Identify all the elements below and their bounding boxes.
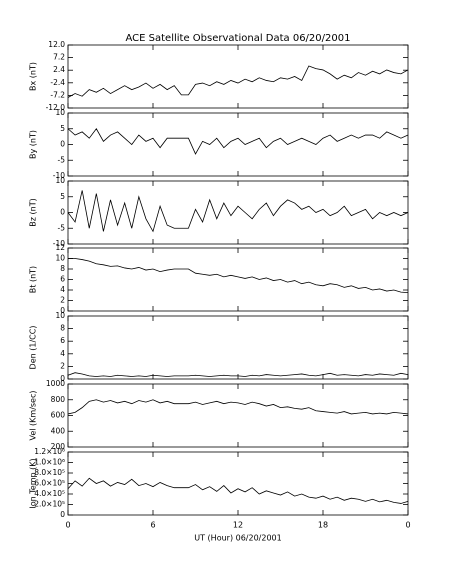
y-tick-label: 6.0×10⁵ — [34, 479, 65, 488]
y-tick-label: 10 — [55, 108, 65, 117]
x-axis-label: UT (Hour) 06/20/2001 — [194, 534, 281, 543]
y-axis-label: Vel (Km/sec) — [29, 390, 38, 440]
y-tick-label: 10 — [55, 254, 65, 263]
panel-frame — [67, 247, 409, 312]
x-tick-label: 0 — [65, 521, 70, 530]
y-tick-label: 8 — [60, 264, 65, 273]
y-tick-label: 0 — [60, 208, 65, 217]
y-tick-label: 2 — [60, 361, 65, 370]
y-tick-label: 2 — [60, 296, 65, 305]
y-tick-label: 0 — [60, 140, 65, 149]
y-axis-label: Bz (nT) — [29, 198, 38, 226]
y-tick-label: -10 — [53, 239, 65, 248]
y-tick-label: 0 — [60, 510, 65, 519]
y-tick-label: 12 — [55, 243, 65, 252]
panel-frame — [67, 112, 409, 177]
y-tick-label: 6 — [60, 336, 65, 345]
y-tick-label: -5 — [58, 223, 66, 232]
y-tick-label: -10 — [53, 171, 65, 180]
y-tick-label: 12.0 — [48, 40, 65, 49]
data-line — [67, 372, 409, 377]
y-tick-label: 5 — [60, 192, 65, 201]
y-axis-label: Den (1/CC) — [29, 326, 38, 370]
y-tick-label: 0 — [60, 374, 65, 383]
y-tick-label: 2.0×10⁵ — [34, 500, 65, 509]
y-tick-label: -12.0 — [46, 103, 66, 112]
panel-frame — [67, 315, 409, 380]
x-tick-label: 18 — [318, 521, 328, 530]
y-tick-label: 6 — [60, 275, 65, 284]
data-line — [68, 258, 409, 294]
y-tick-label: 4 — [60, 349, 65, 358]
y-tick-label: 8.0×10⁵ — [34, 468, 65, 477]
x-tick-label: 0 — [405, 521, 410, 530]
panel-frame — [67, 383, 409, 448]
y-tick-label: 1.0×10⁶ — [34, 458, 65, 467]
y-tick-label: 10 — [55, 311, 65, 320]
y-tick-label: 1.2×10⁶ — [34, 447, 65, 456]
y-tick-label: -5 — [58, 155, 66, 164]
y-axis-label: Bt (nT) — [29, 266, 38, 293]
y-axis-label: By (nT) — [29, 130, 38, 159]
y-tick-label: 7.2 — [53, 53, 65, 62]
panel-frame — [67, 451, 409, 516]
y-tick-label: 4 — [60, 285, 65, 294]
x-tick-label: 12 — [233, 521, 243, 530]
y-tick-label: 4.0×10⁵ — [34, 489, 65, 498]
y-tick-label: 400 — [51, 426, 66, 435]
y-tick-label: 1000 — [46, 379, 65, 388]
chart-title: ACE Satellite Observational Data 06/20/2… — [126, 33, 351, 44]
panel-frame — [67, 44, 409, 109]
y-tick-label: -2.4 — [50, 78, 65, 87]
y-tick-label: 10 — [55, 176, 65, 185]
y-tick-label: 200 — [51, 442, 66, 451]
data-line — [67, 65, 409, 98]
y-tick-label: 8 — [60, 324, 65, 333]
data-line — [67, 477, 409, 504]
data-line — [67, 190, 409, 233]
y-tick-label: 600 — [51, 411, 66, 420]
y-axis-label: Bx (nT) — [29, 62, 38, 91]
data-line — [67, 399, 409, 415]
y-tick-label: 0 — [60, 306, 65, 315]
data-line — [67, 128, 409, 155]
x-tick-label: 6 — [150, 521, 155, 530]
panel-frame — [67, 180, 409, 245]
y-tick-label: 5 — [60, 124, 65, 133]
y-axis-label: Ion Temp (K) — [29, 458, 38, 508]
y-tick-label: -7.2 — [50, 90, 65, 99]
y-tick-label: 2.4 — [53, 65, 65, 74]
y-tick-label: 800 — [51, 395, 66, 404]
